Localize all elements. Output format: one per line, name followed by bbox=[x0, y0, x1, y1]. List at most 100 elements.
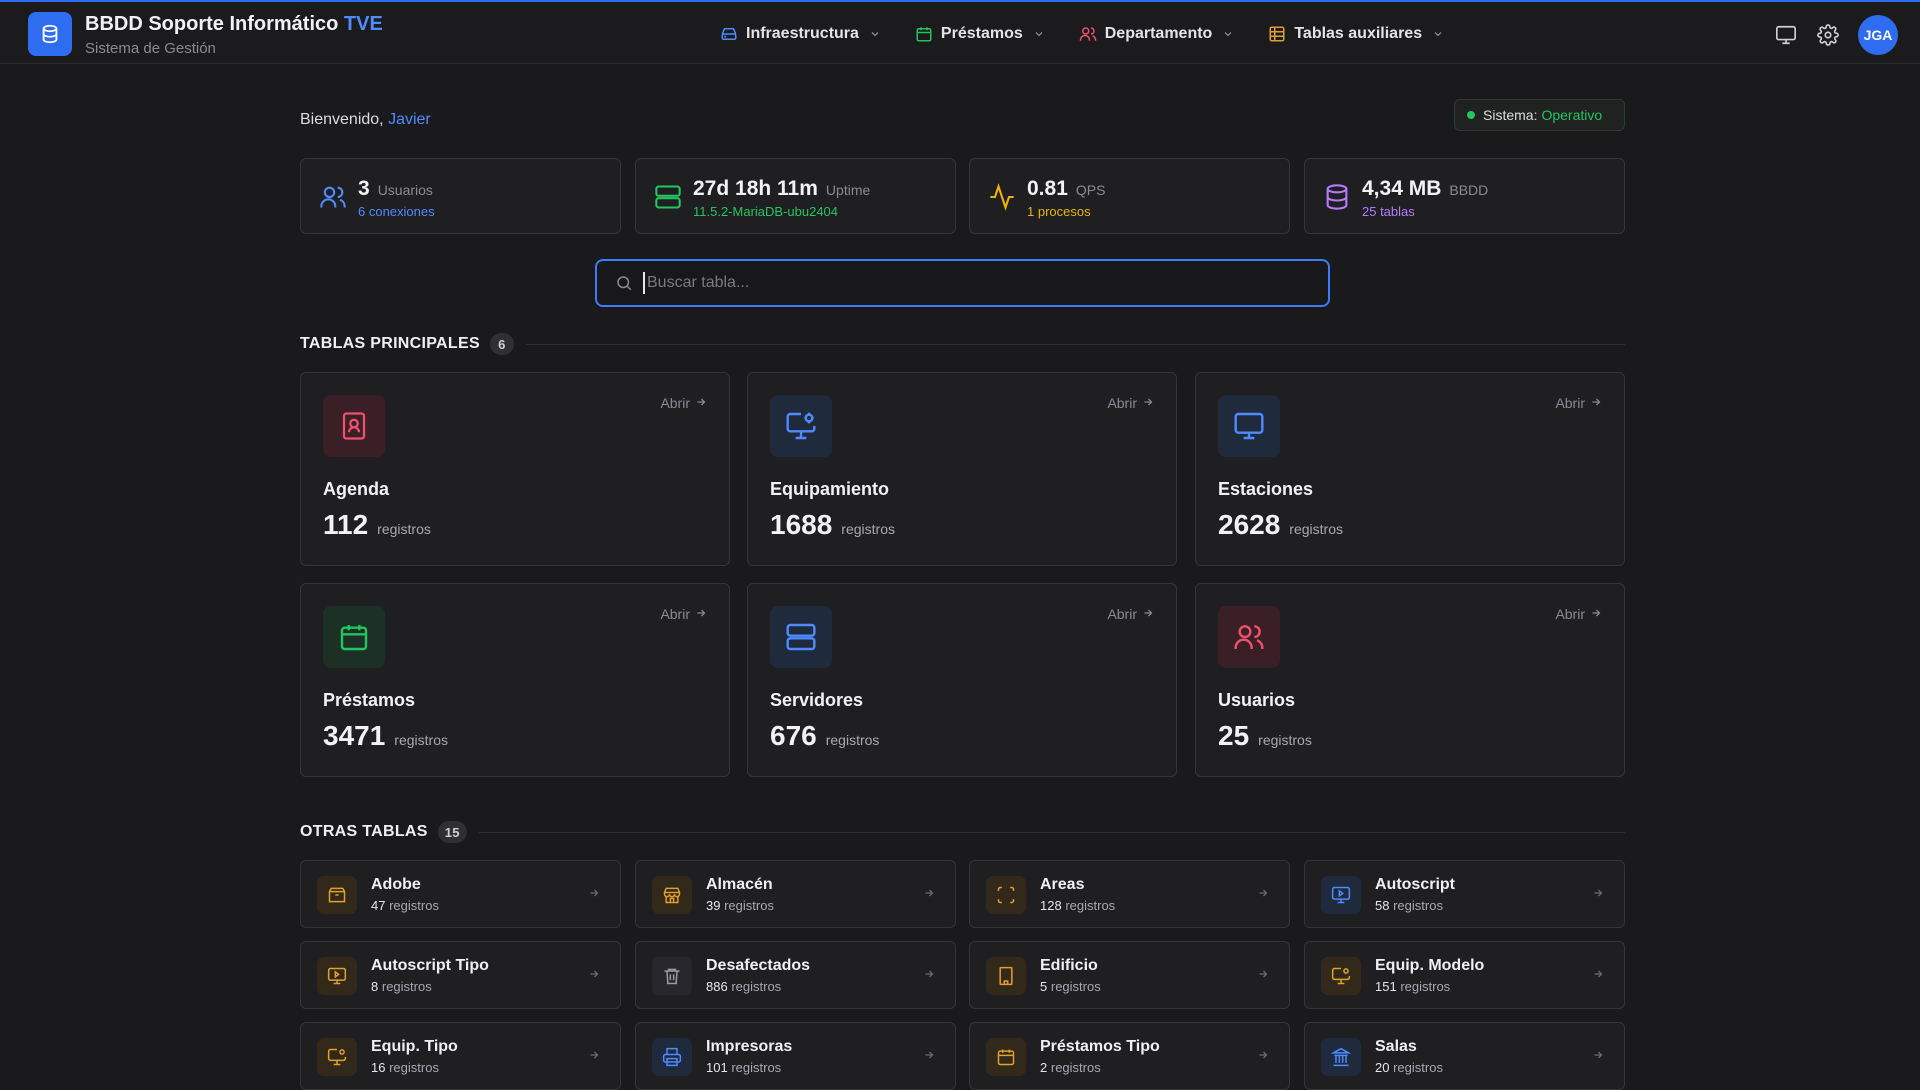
record-count: 1688 bbox=[770, 509, 833, 540]
server-icon bbox=[770, 606, 832, 668]
chevron-down-icon bbox=[869, 28, 881, 40]
monitor-cog-icon bbox=[1321, 957, 1361, 995]
count-badge: 15 bbox=[437, 821, 467, 843]
record-count: 676 bbox=[770, 720, 817, 751]
other-table-tile[interactable]: Areas 128 registros bbox=[969, 860, 1290, 928]
stat-card-qps: 0.81 QPS 1 procesos bbox=[969, 158, 1290, 234]
arrow-right-icon bbox=[695, 395, 707, 411]
main-nav: Infraestructura Préstamos Departamento T… bbox=[720, 22, 1478, 46]
record-unit: registros bbox=[1393, 1060, 1443, 1075]
table-card-equipamiento[interactable]: Abrir Equipamiento 1688 registros bbox=[747, 372, 1177, 566]
drive-icon bbox=[720, 25, 738, 43]
card-count: 25 registros bbox=[1218, 720, 1312, 752]
server-icon bbox=[654, 183, 682, 211]
arrow-right-icon bbox=[1257, 968, 1269, 980]
card-count: 3471 registros bbox=[323, 720, 448, 752]
table-card-agenda[interactable]: Abrir Agenda 112 registros bbox=[300, 372, 730, 566]
calendar-icon bbox=[915, 25, 933, 43]
open-link[interactable]: Abrir bbox=[1107, 395, 1154, 411]
open-link[interactable]: Abrir bbox=[660, 395, 707, 411]
tile-count: 20 registros bbox=[1375, 1060, 1443, 1075]
stat-sub: 1 procesos bbox=[1027, 204, 1091, 219]
tile-count: 5 registros bbox=[1040, 979, 1101, 994]
other-table-tile[interactable]: Desafectados 886 registros bbox=[635, 941, 956, 1009]
card-title: Agenda bbox=[323, 479, 390, 499]
section-title: OTRAS TABLAS bbox=[300, 823, 428, 840]
other-table-tile[interactable]: Equip. Modelo 151 registros bbox=[1304, 941, 1625, 1009]
open-label: Abrir bbox=[660, 395, 690, 411]
open-label: Abrir bbox=[1555, 606, 1585, 622]
record-unit: registros bbox=[389, 898, 439, 913]
nav-infraestructura[interactable]: Infraestructura bbox=[720, 22, 881, 46]
arrow-right-icon bbox=[1590, 395, 1602, 411]
other-table-tile[interactable]: Autoscript Tipo 8 registros bbox=[300, 941, 621, 1009]
tile-title: Adobe bbox=[371, 876, 421, 893]
arrow-right-icon bbox=[1142, 606, 1154, 622]
card-title: Usuarios bbox=[1218, 690, 1296, 710]
tile-count: 886 registros bbox=[706, 979, 781, 994]
arrow-right-icon bbox=[1592, 1049, 1604, 1061]
open-link[interactable]: Abrir bbox=[1555, 395, 1602, 411]
record-unit: registros bbox=[1400, 979, 1451, 994]
arrow-right-icon bbox=[923, 968, 935, 980]
nav-departamento-label: Departamento bbox=[1104, 25, 1213, 42]
other-table-tile[interactable]: Salas 20 registros bbox=[1304, 1022, 1625, 1090]
gear-icon[interactable] bbox=[1816, 23, 1840, 47]
stat-unit: QPS bbox=[1075, 182, 1106, 198]
open-label: Abrir bbox=[1107, 606, 1137, 622]
stat-value: 0.81 QPS bbox=[1027, 177, 1105, 201]
open-label: Abrir bbox=[1107, 395, 1137, 411]
open-link[interactable]: Abrir bbox=[1555, 606, 1602, 622]
record-unit: registros bbox=[731, 979, 782, 994]
stat-value: 27d 18h 11m Uptime bbox=[693, 177, 870, 201]
other-table-tile[interactable]: Adobe 47 registros bbox=[300, 860, 621, 928]
other-table-tile[interactable]: Almacén 39 registros bbox=[635, 860, 956, 928]
welcome-prefix: Bienvenido, bbox=[300, 111, 384, 128]
record-unit: registros bbox=[1050, 1060, 1101, 1075]
stat-sub: 25 tablas bbox=[1362, 204, 1415, 219]
table-card-servidores[interactable]: Abrir Servidores 676 registros bbox=[747, 583, 1177, 777]
database-icon bbox=[1323, 183, 1351, 211]
record-unit: registros bbox=[377, 521, 431, 537]
card-title: Equipamiento bbox=[770, 479, 890, 499]
other-table-tile[interactable]: Préstamos Tipo 2 registros bbox=[969, 1022, 1290, 1090]
search-input[interactable] bbox=[643, 272, 1328, 294]
welcome-user: Javier bbox=[388, 111, 431, 128]
table-card-usuarios[interactable]: Abrir Usuarios 25 registros bbox=[1195, 583, 1625, 777]
arrow-right-icon bbox=[923, 1049, 935, 1061]
nav-tablas-auxiliares[interactable]: Tablas auxiliares bbox=[1268, 22, 1444, 46]
stat-value: 4,34 MB BBDD bbox=[1362, 177, 1488, 201]
record-unit: registros bbox=[1065, 898, 1116, 913]
other-table-tile[interactable]: Autoscript 58 registros bbox=[1304, 860, 1625, 928]
arrow-right-icon bbox=[1142, 395, 1154, 411]
open-link[interactable]: Abrir bbox=[1107, 606, 1154, 622]
monitor-icon[interactable] bbox=[1774, 23, 1798, 47]
stat-number: 27d 18h 11m bbox=[693, 177, 818, 200]
record-count: 128 bbox=[1040, 898, 1062, 913]
stat-card-uptime: 27d 18h 11m Uptime 11.5.2-MariaDB-ubu2404 bbox=[635, 158, 956, 234]
arrow-right-icon bbox=[1592, 887, 1604, 899]
avatar[interactable]: JGA bbox=[1858, 15, 1898, 55]
nav-departamento[interactable]: Departamento bbox=[1079, 22, 1235, 46]
open-link[interactable]: Abrir bbox=[660, 606, 707, 622]
record-count: 2628 bbox=[1218, 509, 1281, 540]
database-logo-icon[interactable] bbox=[28, 12, 72, 56]
record-count: 20 bbox=[1375, 1060, 1390, 1075]
trash-icon bbox=[652, 957, 692, 995]
table-card-estaciones[interactable]: Abrir Estaciones 2628 registros bbox=[1195, 372, 1625, 566]
record-count: 151 bbox=[1375, 979, 1397, 994]
activity-icon bbox=[988, 183, 1016, 211]
record-unit: registros bbox=[381, 979, 432, 994]
nav-prestamos[interactable]: Préstamos bbox=[915, 22, 1045, 46]
calendar-icon bbox=[323, 606, 385, 668]
card-count: 112 registros bbox=[323, 509, 431, 541]
tile-title: Autoscript Tipo bbox=[371, 957, 489, 974]
other-table-tile[interactable]: Edificio 5 registros bbox=[969, 941, 1290, 1009]
tile-count: 151 registros bbox=[1375, 979, 1450, 994]
table-card-prestamos[interactable]: Abrir Préstamos 3471 registros bbox=[300, 583, 730, 777]
record-count: 112 bbox=[323, 509, 369, 540]
chevron-down-icon bbox=[1432, 28, 1444, 40]
section-title: TABLAS PRINCIPALES bbox=[300, 335, 480, 352]
arrow-right-icon bbox=[588, 1049, 600, 1061]
other-table-tile[interactable]: Equip. Tipo 16 registros bbox=[300, 1022, 621, 1090]
